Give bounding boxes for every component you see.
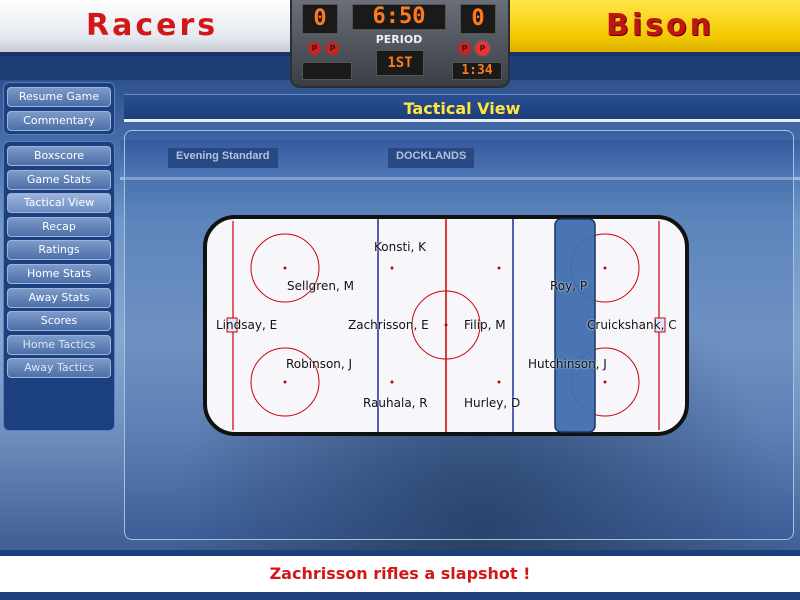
center-circle (411, 290, 481, 360)
rink-diagram (203, 215, 689, 436)
away-stats-button[interactable]: Away Stats (7, 288, 111, 308)
player-marker[interactable]: Hurley, D (464, 396, 521, 410)
ratings-button[interactable]: Ratings (7, 240, 111, 260)
header-strip (508, 56, 800, 80)
header-strip (0, 56, 292, 80)
game-stats-button[interactable]: Game Stats (7, 170, 111, 190)
player-marker[interactable]: Robinson, J (286, 357, 353, 371)
home-team-banner: Racers (0, 0, 298, 56)
faceoff-dot (603, 380, 607, 384)
away-tactics-button[interactable]: Away Tactics (7, 358, 111, 378)
home-tactics-button[interactable]: Home Tactics (7, 335, 111, 355)
player-marker[interactable]: Rauhala, R (363, 396, 428, 410)
faceoff-dot (603, 266, 607, 270)
away-team-name: Bison (606, 8, 714, 43)
away-penalty-indicator: P (476, 42, 489, 55)
faceoff-dot (444, 323, 448, 327)
faceoff-circle (250, 233, 320, 303)
status-bar: Zachrisson rifles a slapshot ! (0, 550, 800, 600)
player-marker[interactable]: Zachrisson, E (348, 318, 429, 332)
period-label: PERIOD (375, 33, 423, 46)
player-marker[interactable]: Filip, M (464, 318, 506, 332)
view-title-bar: Tactical View (124, 94, 800, 122)
away-team-banner: Bison (508, 0, 800, 56)
home-stats-button[interactable]: Home Stats (7, 264, 111, 284)
boxscore-button[interactable]: Boxscore (7, 146, 111, 166)
scores-button[interactable]: Scores (7, 311, 111, 331)
game-clock: 6:50 (352, 4, 446, 30)
page-title: Tactical View (403, 99, 521, 118)
commentary-button[interactable]: Commentary (7, 111, 111, 131)
faceoff-dot (390, 266, 394, 270)
away-score: 0 (460, 4, 496, 34)
faceoff-dot (283, 266, 287, 270)
home-score: 0 (302, 4, 338, 34)
game-control-menu: Resume Game Commentary (3, 82, 115, 135)
faceoff-dot (497, 380, 501, 384)
arena-ad: Evening Standard (168, 148, 278, 168)
recap-button[interactable]: Recap (7, 217, 111, 237)
faceoff-circle (250, 347, 320, 417)
resume-game-button[interactable]: Resume Game (7, 87, 111, 107)
faceoff-dot (497, 266, 501, 270)
faceoff-dot (283, 380, 287, 384)
home-team-name: Racers (86, 8, 219, 43)
view-menu: Boxscore Game Stats Tactical View Recap … (3, 141, 115, 431)
player-marker[interactable]: Cruickshank, C (587, 318, 677, 332)
away-penalty-indicator: P (458, 42, 471, 55)
play-by-play-message: Zachrisson rifles a slapshot ! (269, 564, 531, 583)
player-marker[interactable]: Sellgren, M (287, 279, 354, 293)
tactical-view-button[interactable]: Tactical View (7, 193, 111, 213)
away-goal (654, 317, 666, 333)
status-panel: Zachrisson rifles a slapshot ! (0, 556, 800, 592)
home-penalty-clock (302, 62, 352, 80)
home-goal (226, 317, 238, 333)
away-penalty-clock: 1:34 (452, 62, 502, 80)
player-marker[interactable]: Roy, P (550, 279, 588, 293)
tactical-rink: Konsti, K Sellgren, M Lindsay, E Zachris… (203, 215, 689, 436)
faceoff-dot (390, 380, 394, 384)
selected-lane (554, 218, 596, 433)
period-display: 1ST (376, 50, 424, 76)
player-marker[interactable]: Hutchinson, J (528, 357, 607, 371)
player-marker[interactable]: Konsti, K (374, 240, 427, 254)
arena-ad: DOCKLANDS (388, 148, 475, 168)
scoreboard: 0 6:50 0 PERIOD P P P P 1ST 1:34 (290, 0, 510, 88)
home-penalty-indicator: P (308, 42, 321, 55)
home-penalty-indicator: P (326, 42, 339, 55)
player-marker[interactable]: Lindsay, E (216, 318, 278, 332)
